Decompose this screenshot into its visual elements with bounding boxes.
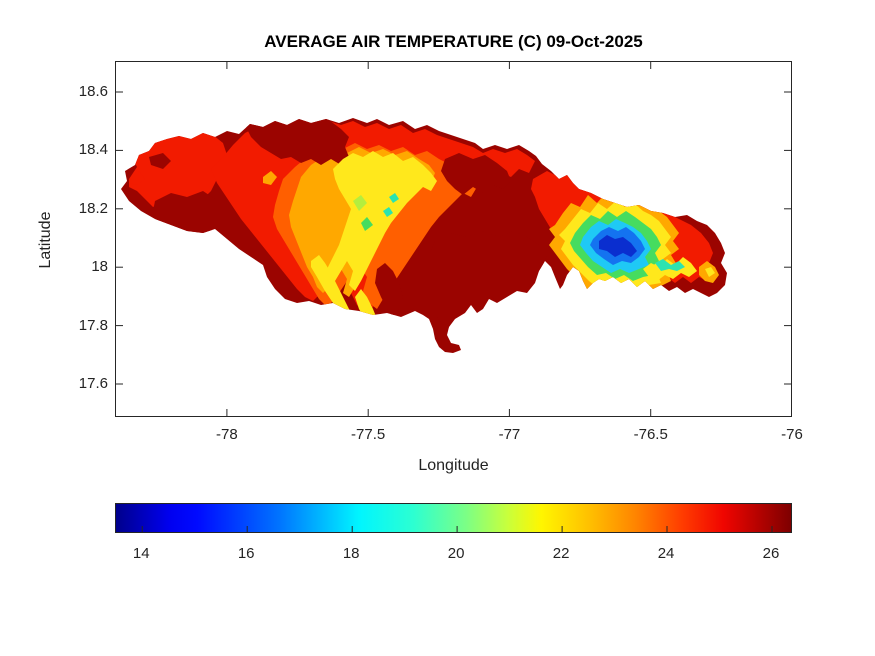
temperature-patch-sw-yellow-streak-1	[311, 255, 355, 325]
temperature-patch-east-teal-band	[655, 259, 685, 271]
colorbar-tick-label: 18	[342, 545, 360, 562]
y-tick-label: 18.6	[78, 82, 108, 100]
temperature-patch-north-darkred-cap	[245, 118, 349, 165]
temperature-patch-south-darkred-wedge	[375, 263, 403, 317]
y-tick-label: 18.2	[78, 199, 108, 217]
x-tick-label: -76.5	[633, 426, 668, 443]
temperature-patch-central-teal-fleck-2	[345, 313, 357, 325]
x-axis-label: Longitude	[418, 457, 489, 474]
temperature-patch-nw-darkred-spot	[149, 153, 171, 169]
chart-title: AVERAGE AIR TEMPERATURE (C) 09-Oct-2025	[264, 32, 643, 51]
x-tick-label: -77.5	[351, 426, 386, 443]
x-tick-label: -77	[498, 426, 521, 443]
x-tick-label: -78	[216, 426, 238, 443]
y-axis-label: Latitude	[37, 211, 54, 269]
colorbar	[115, 503, 792, 533]
y-tick-label: 18.4	[78, 141, 108, 159]
map-svg	[115, 61, 793, 417]
temperature-patch-west-tip-red	[129, 171, 145, 185]
colorbar-tick-label: 24	[657, 545, 675, 562]
temperature-patch-central-teal-fleck-1	[383, 207, 393, 217]
colorbar-tick-label: 20	[447, 545, 465, 562]
colorbar-tick-label: 14	[132, 545, 150, 562]
temperature-patch-nw-orange-dot	[263, 171, 277, 185]
x-tick-label: -76	[781, 426, 803, 443]
y-tick-label: 17.6	[78, 374, 108, 392]
axes-box	[115, 61, 792, 417]
temperature-patch-west-darkred-block	[153, 191, 223, 245]
temperature-patch-south-plains-darkred	[395, 231, 547, 331]
temperature-patch-central-teal-fleck-3	[389, 193, 399, 203]
y-tick-label: 18	[91, 258, 108, 276]
temperature-patch-central-green-fleck-2	[361, 217, 373, 231]
colorbar-ticks-svg	[141, 526, 773, 532]
y-tick-label: 17.8	[78, 316, 108, 334]
colorbar-tick-label: 16	[237, 545, 255, 562]
temperature-patch-bluemtn-navy-core	[599, 235, 637, 257]
colorbar-tick-label: 26	[762, 545, 780, 562]
temperature-patch-far-east-yellow-dot	[705, 267, 715, 277]
temperature-patch-nw-red	[129, 131, 227, 207]
temperature-patch-north-central-darkred-patch	[441, 153, 511, 195]
temperature-patch-central-green-fleck-1	[353, 195, 367, 211]
colorbar-tick-label: 22	[552, 545, 570, 562]
plot-area	[115, 61, 793, 417]
temperature-patch-central-yellow-mass	[323, 151, 437, 291]
